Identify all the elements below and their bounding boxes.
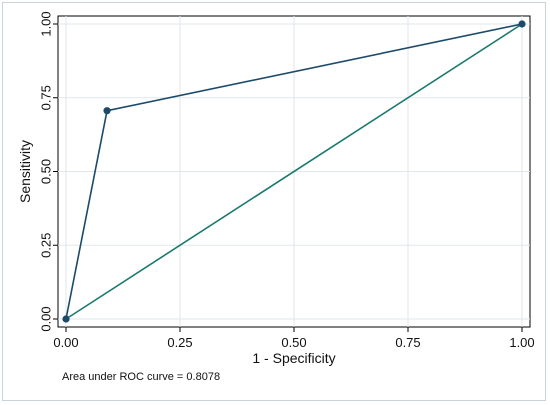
x-tick-label: 0.25 (167, 335, 192, 350)
axes: 0.00 0.25 0.50 0.75 1.00 0.00 0.25 0.50 0.75 1.00 (39, 11, 535, 350)
roc-curve-point (518, 20, 526, 28)
x-tick-label: 1.00 (509, 335, 534, 350)
series-layer (62, 20, 526, 323)
y-tick-label: 0.25 (39, 233, 54, 258)
y-tick-label: 0.75 (39, 85, 54, 110)
x-tick-label: 0.75 (395, 335, 420, 350)
x-axis-title: 1 - Specificity (252, 350, 335, 366)
y-tick-label: 0.50 (39, 159, 54, 184)
y-tick-label: 1.00 (39, 11, 54, 36)
roc-curve-point (62, 315, 70, 323)
x-tick-label: 0.50 (281, 335, 306, 350)
reference-line-line (65, 23, 523, 320)
x-tick-label: 0.00 (53, 335, 78, 350)
y-tick-label: 0.00 (39, 306, 54, 331)
y-axis-title: Sensitivity (17, 140, 33, 203)
roc-curve-point (103, 107, 111, 115)
auc-annotation: Area under ROC curve = 0.8078 (62, 371, 220, 383)
